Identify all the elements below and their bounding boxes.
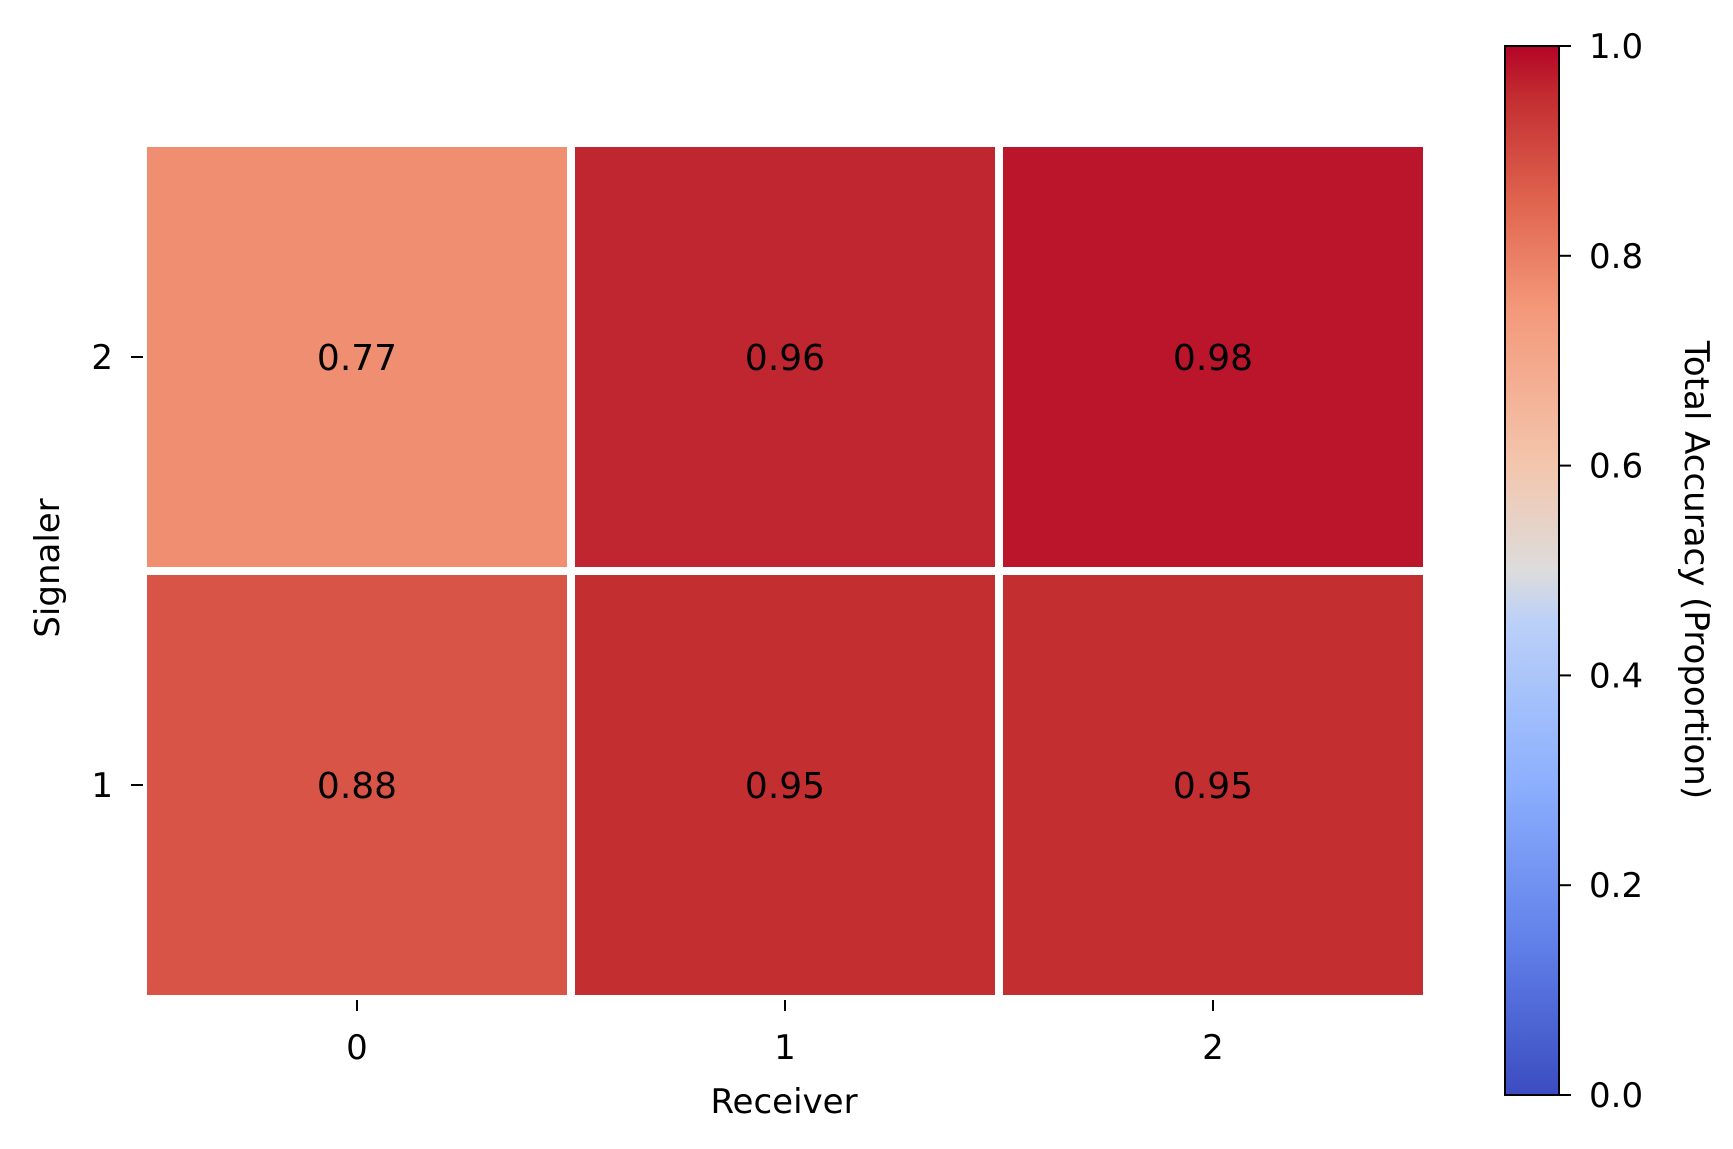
x-tick-label: 1: [774, 1028, 796, 1068]
heatmap-cell: [1003, 147, 1423, 567]
cell-value-label: 0.95: [1173, 766, 1253, 807]
cell-value-label: 0.98: [1173, 338, 1253, 379]
y-axis-label: Signaler: [28, 498, 68, 637]
heatmap-cell: [575, 575, 995, 995]
y-tick-label: 2: [91, 338, 113, 378]
colorbar-label: Total Accuracy (Proportion): [1676, 340, 1716, 799]
heatmap-cell: [575, 147, 995, 567]
y-axis: 12: [91, 338, 143, 806]
colorbar-tick-label: 0.6: [1589, 447, 1643, 487]
colorbar: 0.0 0.2 0.4 0.6 0.8 1.0 Total Accuracy (Propo…: [1504, 27, 1716, 1116]
colorbar-gradient: [1504, 45, 1560, 1096]
heatmap-cell: [1003, 575, 1423, 995]
heatmap-cell: [147, 147, 567, 567]
colorbar-tick-label: 0.8: [1589, 237, 1643, 277]
x-tick-label: 0: [346, 1028, 368, 1068]
colorbar-tick-label: 0.0: [1589, 1076, 1643, 1116]
x-axis-label: Receiver: [710, 1082, 857, 1122]
heatmap-cell-labels: 0.88 0.95 0.95 0.77 0.96 0.98: [317, 338, 1253, 807]
colorbar-tick-label: 1.0: [1589, 27, 1643, 67]
colorbar-ticks: 0.0 0.2 0.4 0.6 0.8 1.0: [1559, 27, 1643, 1116]
y-tick-label: 1: [91, 766, 113, 806]
cell-value-label: 0.77: [317, 338, 397, 379]
colorbar-tick-label: 0.4: [1589, 656, 1643, 696]
cell-value-label: 0.96: [745, 338, 825, 379]
heatmap-cells: [147, 147, 1423, 995]
colorbar-tick-label: 0.2: [1589, 866, 1643, 906]
heatmap-cell: [147, 575, 567, 995]
cell-value-label: 0.88: [317, 766, 397, 807]
x-tick-label: 2: [1202, 1028, 1224, 1068]
cell-value-label: 0.95: [745, 766, 825, 807]
x-axis: 0 1 2: [346, 1000, 1224, 1068]
